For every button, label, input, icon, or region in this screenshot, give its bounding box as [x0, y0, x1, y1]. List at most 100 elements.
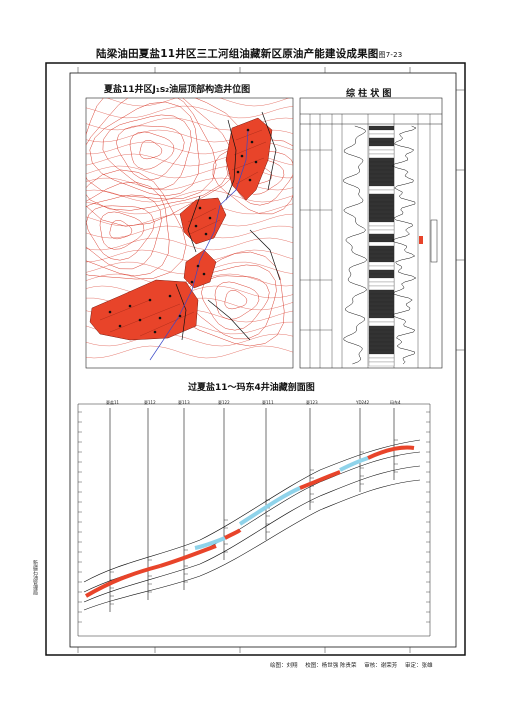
depth-axis-right: [426, 411, 430, 623]
lithology-band: [368, 341, 395, 347]
contour-line: [86, 98, 247, 227]
lithology-band: [368, 277, 395, 283]
reservoir-section: [77, 403, 431, 637]
oil-pools: [89, 117, 273, 341]
well-label-6: YD242: [356, 400, 370, 405]
figure-number: 图7-23: [378, 51, 403, 59]
lithology-band: [368, 129, 395, 135]
contour-line: [106, 98, 290, 107]
inner-frame: [69, 72, 457, 648]
contour-line: [86, 189, 293, 203]
contour-line: [86, 181, 170, 277]
lithology-band: [368, 145, 395, 151]
well-marker: [198, 206, 202, 210]
contour-lines: [86, 98, 293, 359]
oil-pool-hatch: [99, 129, 267, 337]
oil-pool-central: [179, 197, 227, 245]
resistivity-log-curve: [391, 125, 417, 365]
contour-line: [109, 220, 133, 240]
contour-line: [86, 169, 187, 280]
lithology-band: [368, 193, 395, 199]
lithology-band: [368, 313, 395, 319]
well-marker: [254, 160, 258, 164]
footer-item-1: 校图：杨世强 陈贵荣: [305, 663, 357, 669]
oil-zone-west: [84, 564, 161, 598]
lithology-band: [368, 249, 395, 255]
section-wells: [109, 408, 398, 612]
lithology-band: [368, 233, 395, 239]
well-marker: [204, 232, 208, 236]
page-title-text: 陆梁油田夏盐11井区三工河组油藏新区原油产能建设成果图: [96, 48, 379, 60]
column-title: 综 柱 状 图: [346, 89, 392, 99]
outer-frame: [45, 62, 466, 656]
reservoir-body: [84, 445, 415, 598]
lithology-band: [368, 349, 395, 355]
water-zone-mid: [194, 536, 226, 550]
lithology-band: [368, 297, 395, 303]
lithology-band: [368, 317, 395, 323]
well-marker: [196, 264, 200, 268]
lithology-band: [368, 265, 395, 271]
structure-map: [85, 97, 294, 369]
well-marker: [202, 272, 206, 276]
lithology-band: [368, 293, 395, 299]
lithology-band: [368, 213, 395, 219]
well-label-7: 玛东4: [390, 400, 401, 405]
well-marker: [128, 304, 132, 308]
lithology-band: [368, 141, 395, 147]
lithology-band: [368, 301, 395, 307]
lithology-band: [368, 333, 395, 339]
footer-item-3: 审定：张雄: [405, 663, 433, 669]
map-wells: [108, 128, 258, 334]
lithology-band: [368, 201, 395, 207]
lithology-band: [368, 241, 395, 247]
lithology-band: [368, 309, 395, 315]
contour-line: [86, 333, 293, 347]
well-marker: [178, 314, 182, 318]
well-label-3: 夏122: [218, 400, 230, 405]
lithology-band: [368, 153, 395, 159]
well-marker: [194, 224, 198, 228]
lithology-band: [368, 189, 395, 195]
sp-log-curve: [342, 125, 368, 365]
well-label-5: 夏123: [306, 400, 318, 405]
oil-zone-far-east: [367, 445, 415, 460]
lithology-band: [368, 209, 395, 215]
lithology-band: [368, 321, 395, 327]
contour-line: [212, 139, 293, 215]
water-zone-far-east: [339, 456, 369, 472]
lithology-band: [368, 137, 395, 143]
lithology-band: [368, 181, 395, 187]
lithology-band: [368, 273, 395, 279]
lithology-band: [368, 217, 395, 223]
fault-lines: [175, 111, 281, 341]
well-marker: [148, 298, 152, 302]
lithology-band: [368, 245, 395, 251]
well-marker: [138, 318, 142, 322]
well-label-4: 夏111: [262, 400, 274, 405]
well-marker: [190, 280, 194, 284]
well-marker: [236, 170, 240, 174]
contour-line: [129, 131, 175, 170]
lithology-band: [368, 149, 395, 155]
lithology-band: [368, 125, 395, 131]
contour-line: [201, 275, 270, 331]
lithology-band: [368, 357, 395, 363]
footer-item-0: 绘图：刘翔: [270, 663, 298, 669]
frame-ticks: [77, 67, 465, 653]
well-marker: [158, 316, 162, 320]
lithology-band: [368, 305, 395, 311]
oil-zone-mid: [159, 544, 217, 568]
lithology-band: [368, 185, 395, 191]
lithology-band: [368, 157, 395, 163]
lithology-band: [368, 361, 395, 367]
oil-layer-bracket: [430, 219, 438, 263]
oil-pool-north: [225, 117, 273, 201]
lithology-band: [368, 169, 395, 175]
contour-line: [86, 237, 293, 251]
well-marker: [248, 178, 252, 182]
well-marker: [208, 216, 212, 220]
footer-credits: 绘图：刘翔 校图：杨世强 陈贵荣 审核：谢荣芳 审定：张雄: [270, 661, 439, 669]
well-label-1: 夏112: [144, 400, 156, 405]
well-marker: [240, 154, 244, 158]
